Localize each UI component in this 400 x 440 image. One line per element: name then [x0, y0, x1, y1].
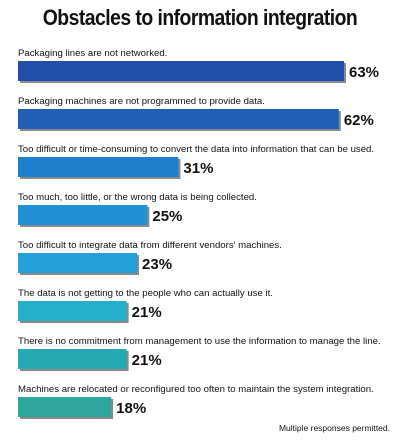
footnote: Multiple responses permitted. [278, 423, 390, 433]
value-label: 18% [116, 400, 146, 417]
value-label: 23% [142, 256, 172, 273]
category-label: Packaging lines are not networked. [18, 48, 167, 59]
bar [18, 397, 112, 417]
category-label: There is no commitment from management t… [18, 336, 381, 347]
category-label: Too much, too little, or the wrong data … [18, 192, 257, 203]
bar [18, 109, 339, 129]
category-label: Too difficult or time-consuming to conve… [18, 144, 374, 155]
bar [18, 349, 127, 369]
bar [18, 61, 344, 81]
bar [18, 253, 138, 273]
category-label: Machines are relocated or reconfigured t… [18, 384, 374, 395]
category-label: The data is not getting to the people wh… [18, 288, 273, 299]
value-label: 21% [132, 352, 162, 369]
category-label: Too difficult to integrate data from dif… [18, 240, 282, 251]
value-label: 31% [183, 160, 213, 177]
value-label: 25% [152, 208, 182, 225]
value-label: 62% [344, 112, 374, 129]
bar [18, 301, 127, 321]
value-label: 63% [349, 64, 379, 81]
bar [18, 205, 148, 225]
bar [18, 157, 179, 177]
category-label: Packaging machines are not programmed to… [18, 96, 265, 107]
chart-title: Obstacles to information integration [42, 5, 358, 30]
value-label: 21% [132, 304, 162, 321]
